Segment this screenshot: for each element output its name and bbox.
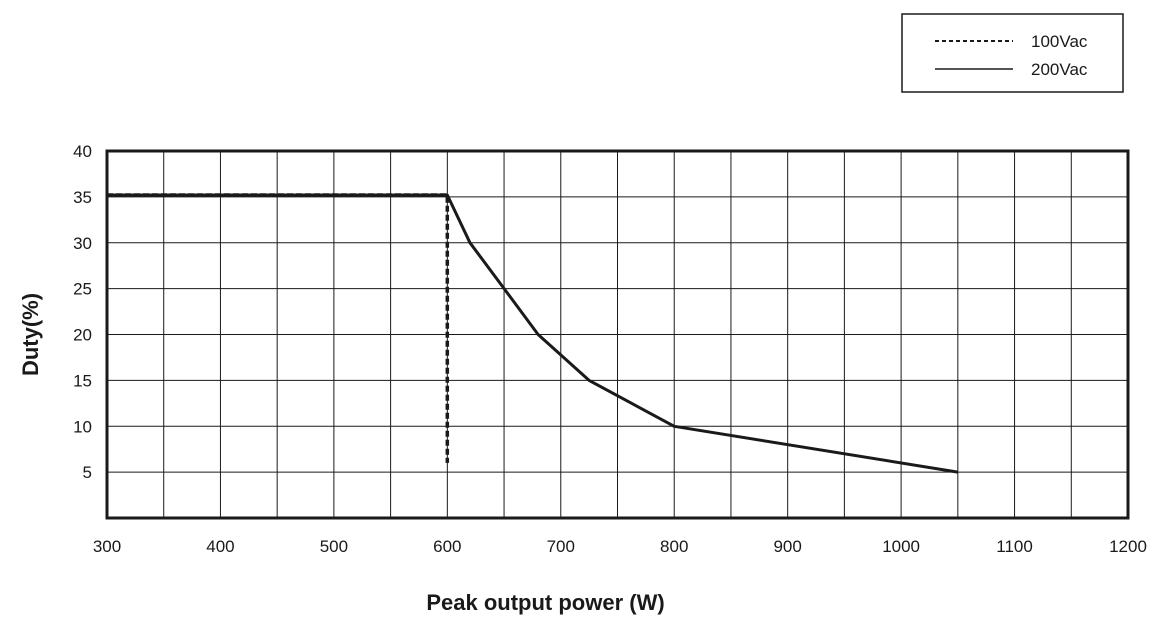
x-tick-label-700: 700 [547,537,575,556]
x-tick-labels: 300 400 500 600 700 800 900 1000 1100 1200 [93,537,1147,556]
series-line-100vac [107,193,450,463]
legend-label-100vac: 100Vac [1031,32,1088,51]
y-axis-title: Duty(%) [18,293,43,376]
x-tick-label-600: 600 [433,537,461,556]
y-tick-label-40: 40 [73,142,92,161]
y-tick-label-30: 30 [73,234,92,253]
y-tick-label-20: 20 [73,326,92,345]
x-tick-label-300: 300 [93,537,121,556]
x-tick-label-400: 400 [206,537,234,556]
y-tick-label-5: 5 [83,463,92,482]
grid-lines [106,150,1129,518]
y-tick-label-35: 35 [73,188,92,207]
x-tick-label-800: 800 [660,537,688,556]
legend: 100Vac 200Vac [901,13,1124,93]
series-lines [107,193,959,474]
x-tick-label-500: 500 [320,537,348,556]
legend-box [901,13,1124,93]
series-line-200vac [107,193,959,474]
y-tick-label-10: 10 [73,417,92,436]
x-tick-label-1100: 1100 [996,537,1033,556]
legend-label-200vac: 200Vac [1031,60,1088,79]
x-axis-title: Peak output power (W) [426,590,664,615]
y-tick-label-15: 15 [73,371,92,390]
y-tick-labels: 5 10 15 20 25 30 35 40 [73,142,92,482]
plot-frame [105,149,1130,520]
x-tick-label-1000: 1000 [882,537,920,556]
y-tick-label-25: 25 [73,280,92,299]
x-tick-label-1200: 1200 [1109,537,1147,556]
x-tick-label-900: 900 [773,537,801,556]
